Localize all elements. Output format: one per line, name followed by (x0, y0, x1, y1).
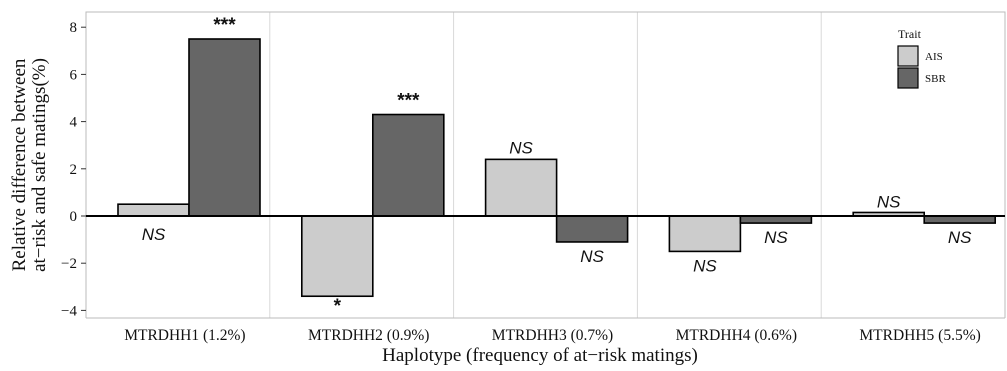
bar-sbr-2 (371, 113, 445, 217)
y-tick-label: −2 (61, 256, 77, 272)
significance-label: NS (580, 247, 604, 266)
bar-ais-3 (484, 158, 558, 217)
bars-layer (117, 38, 997, 298)
legend-label-ais: AIS (925, 51, 943, 63)
significance-label: NS (948, 228, 972, 247)
x-tick-label: MTRDHH2 (0.9%) (308, 327, 429, 344)
y-axis-title: Relative difference betweenat−risk and s… (9, 58, 50, 272)
y-tick-label: 0 (70, 209, 78, 225)
bar-sbr-5 (923, 215, 997, 224)
grid-layer (85, 11, 1006, 319)
y-axis-title-line: at−risk and safe matings(%) (29, 58, 50, 272)
bar-ais-1 (117, 203, 190, 217)
significance-label: NS (877, 192, 901, 211)
legend-title: Trait (898, 27, 922, 41)
y-tick-label: 8 (70, 20, 78, 36)
legend-swatch-ais (897, 45, 919, 67)
axes-layer (81, 26, 1005, 311)
y-tick-label: 2 (70, 162, 78, 178)
x-tick-label: MTRDHH1 (1.2%) (124, 327, 245, 344)
y-axis-title-line: Relative difference between (9, 58, 30, 271)
significance-label: *** (213, 15, 236, 36)
significance-label: NS (693, 256, 717, 275)
bar-sbr-3 (555, 215, 629, 243)
y-tick-label: 6 (70, 67, 78, 83)
x-axis-title: Haplotype (frequency of at−risk matings) (382, 345, 698, 366)
plot-frame (85, 11, 1006, 318)
legend-label-sbr: SBR (925, 73, 946, 85)
significance-label: *** (397, 91, 420, 112)
x-tick-label: MTRDHH4 (0.6%) (676, 327, 797, 344)
y-tick-label: 4 (70, 115, 78, 131)
x-tick-label: MTRDHH5 (5.5%) (859, 327, 980, 344)
significance-label: NS (764, 228, 788, 247)
significance-label: * (334, 296, 342, 317)
legend-swatch-sbr (897, 67, 919, 89)
y-tick-label: −4 (61, 303, 77, 319)
x-tick-label: MTRDHH3 (0.7%) (492, 327, 613, 344)
significance-label: NS (509, 138, 533, 157)
bar-ais-2 (300, 215, 374, 298)
labels-layer: NS***MTRDHH1 (1.2%)****MTRDHH2 (0.9%)NSN… (9, 15, 981, 366)
bar-sbr-1 (188, 38, 261, 217)
bar-sbr-4 (739, 215, 813, 224)
bar-ais-4 (668, 215, 742, 253)
significance-label: NS (142, 225, 166, 244)
